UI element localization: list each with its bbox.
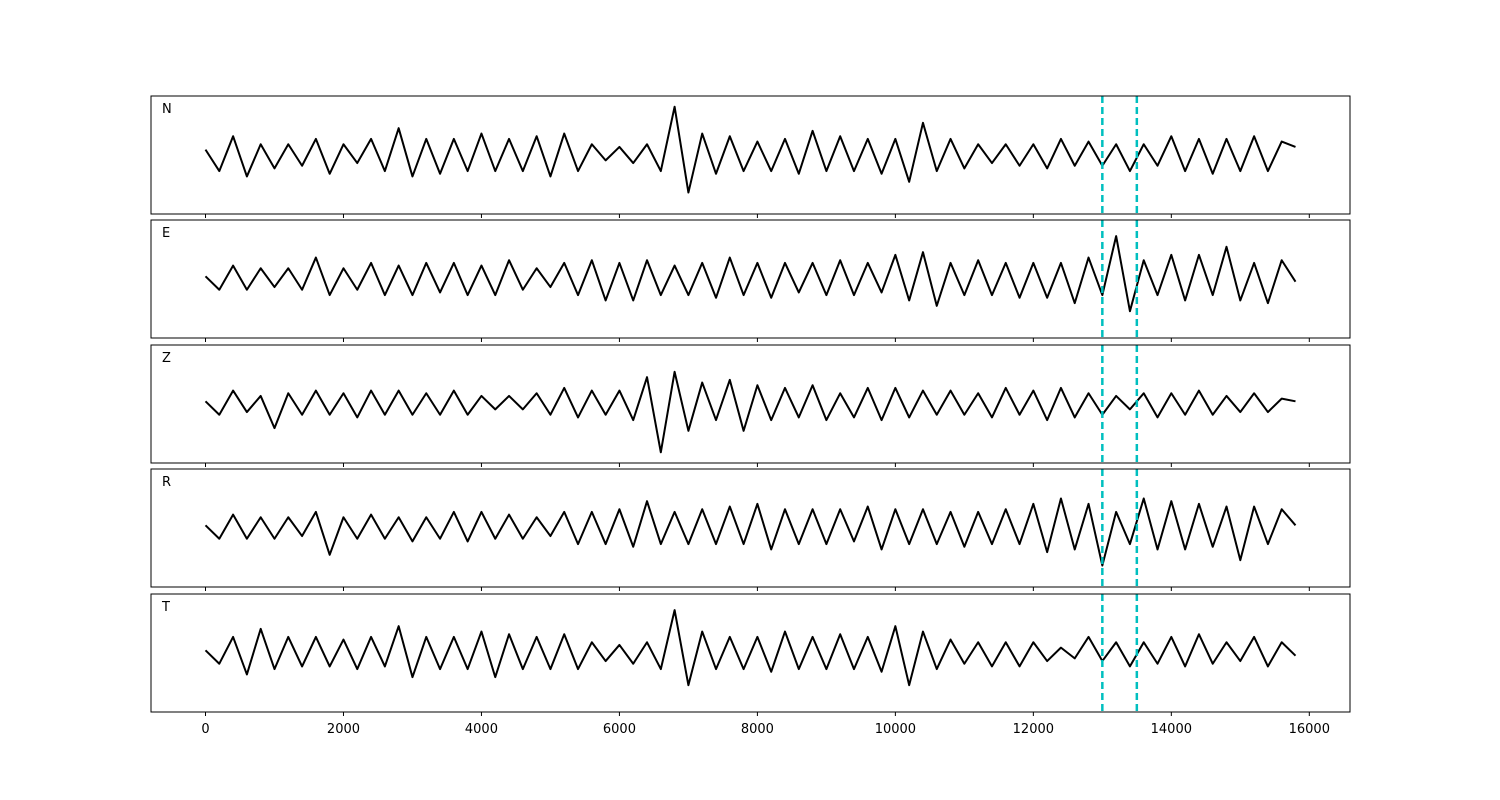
panel-frame: [150, 219, 1351, 339]
trace: [204, 609, 1297, 687]
panel-frame: [150, 344, 1351, 464]
x-tick-label: 12000: [1013, 722, 1054, 737]
trace-label: Z: [162, 351, 171, 366]
x-tick-label: 2000: [327, 722, 360, 737]
panel-frame: [150, 468, 1351, 588]
x-tick-label: 8000: [741, 722, 774, 737]
trace: [204, 497, 1297, 567]
panel-frame: [150, 95, 1351, 215]
trace-label: N: [162, 102, 172, 117]
trace: [204, 235, 1297, 313]
x-tick-label: 10000: [875, 722, 916, 737]
trace: [204, 370, 1296, 454]
x-tick-label: 0: [201, 722, 209, 737]
trace-label: E: [162, 226, 170, 241]
panel-frame: [150, 593, 1351, 713]
x-tick-label: 14000: [1151, 722, 1192, 737]
x-tick-label: 16000: [1289, 722, 1330, 737]
trace: [204, 105, 1296, 194]
trace-label: T: [161, 600, 170, 615]
x-tick-label: 6000: [603, 722, 636, 737]
x-tick-label: 4000: [465, 722, 498, 737]
trace-label: R: [162, 475, 171, 490]
